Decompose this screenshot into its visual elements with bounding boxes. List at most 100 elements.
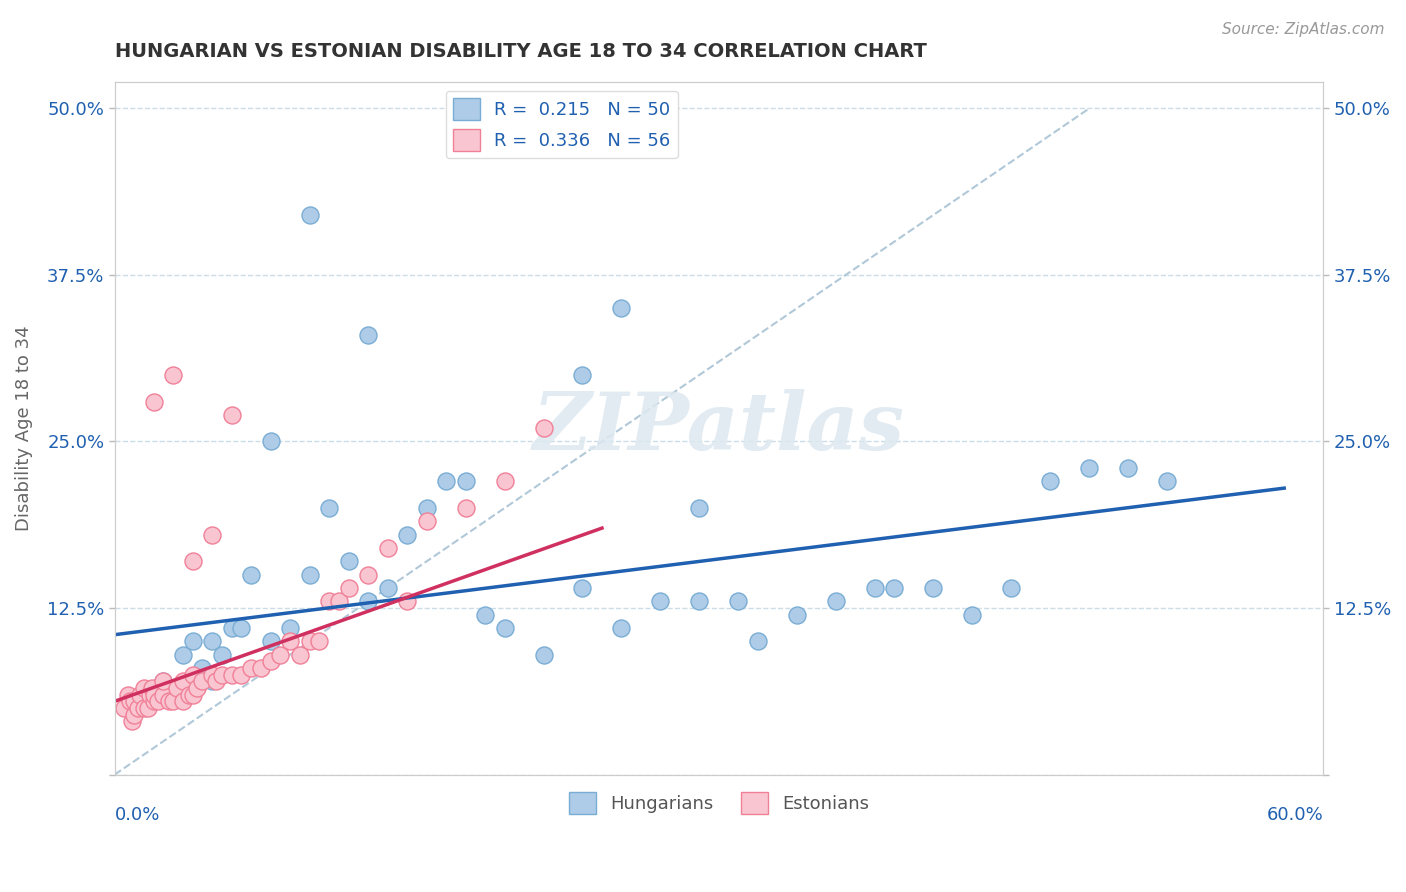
Point	[298, 567, 321, 582]
Point	[610, 621, 633, 635]
Y-axis label: Disability Age 18 to 34: Disability Age 18 to 34	[15, 326, 32, 531]
Point	[240, 661, 263, 675]
Point	[337, 581, 360, 595]
Point	[221, 408, 243, 422]
Text: 0.0%: 0.0%	[115, 805, 160, 823]
Point	[494, 621, 516, 635]
Point	[142, 694, 165, 708]
Point	[1116, 461, 1139, 475]
Point	[141, 681, 163, 695]
Point	[172, 694, 194, 708]
Point	[308, 634, 330, 648]
Point	[533, 648, 555, 662]
Point	[205, 674, 228, 689]
Point	[571, 368, 593, 382]
Point	[142, 394, 165, 409]
Point	[121, 714, 143, 729]
Point	[288, 648, 311, 662]
Point	[533, 421, 555, 435]
Text: Source: ZipAtlas.com: Source: ZipAtlas.com	[1222, 22, 1385, 37]
Point	[1039, 475, 1062, 489]
Text: ZIPatlas: ZIPatlas	[533, 390, 905, 467]
Point	[142, 688, 165, 702]
Point	[211, 648, 233, 662]
Point	[221, 621, 243, 635]
Point	[132, 701, 155, 715]
Point	[688, 594, 710, 608]
Point	[259, 434, 281, 449]
Point	[132, 681, 155, 695]
Point	[747, 634, 769, 648]
Point	[318, 501, 340, 516]
Point	[825, 594, 848, 608]
Point	[337, 554, 360, 568]
Point	[240, 567, 263, 582]
Point	[191, 661, 214, 675]
Point	[454, 475, 477, 489]
Point	[883, 581, 905, 595]
Point	[610, 301, 633, 316]
Point	[201, 634, 224, 648]
Point	[117, 688, 139, 702]
Point	[278, 621, 301, 635]
Point	[786, 607, 808, 622]
Point	[357, 327, 380, 342]
Point	[377, 541, 399, 555]
Point	[181, 674, 204, 689]
Point	[396, 594, 419, 608]
Point	[377, 581, 399, 595]
Point	[122, 694, 145, 708]
Point	[415, 501, 437, 516]
Point	[259, 654, 281, 668]
Point	[172, 648, 194, 662]
Point	[201, 527, 224, 541]
Text: HUNGARIAN VS ESTONIAN DISABILITY AGE 18 TO 34 CORRELATION CHART: HUNGARIAN VS ESTONIAN DISABILITY AGE 18 …	[115, 42, 927, 61]
Point	[328, 594, 350, 608]
Point	[415, 515, 437, 529]
Point	[727, 594, 749, 608]
Point	[152, 674, 174, 689]
Point	[142, 688, 165, 702]
Point	[494, 475, 516, 489]
Point	[571, 581, 593, 595]
Point	[129, 688, 152, 702]
Point	[298, 208, 321, 222]
Point	[181, 667, 204, 681]
Point	[162, 694, 184, 708]
Point	[1156, 475, 1178, 489]
Point	[152, 674, 174, 689]
Point	[162, 368, 184, 382]
Point	[146, 694, 169, 708]
Point	[127, 701, 149, 715]
Point	[166, 681, 188, 695]
Point	[211, 667, 233, 681]
Point	[1000, 581, 1022, 595]
Point	[221, 667, 243, 681]
Point	[152, 688, 174, 702]
Point	[298, 634, 321, 648]
Point	[863, 581, 886, 595]
Point	[181, 634, 204, 648]
Point	[962, 607, 984, 622]
Point	[1078, 461, 1101, 475]
Point	[396, 527, 419, 541]
Point	[231, 667, 253, 681]
Point	[136, 701, 159, 715]
Point	[278, 634, 301, 648]
Point	[318, 594, 340, 608]
Point	[112, 701, 135, 715]
Point	[181, 554, 204, 568]
Point	[162, 688, 184, 702]
Point	[201, 667, 224, 681]
Point	[250, 661, 273, 675]
Point	[177, 688, 200, 702]
Point	[922, 581, 945, 595]
Point	[454, 501, 477, 516]
Point	[650, 594, 672, 608]
Legend: Hungarians, Estonians: Hungarians, Estonians	[561, 784, 876, 821]
Point	[688, 501, 710, 516]
Point	[231, 621, 253, 635]
Point	[474, 607, 496, 622]
Point	[139, 688, 162, 702]
Point	[201, 674, 224, 689]
